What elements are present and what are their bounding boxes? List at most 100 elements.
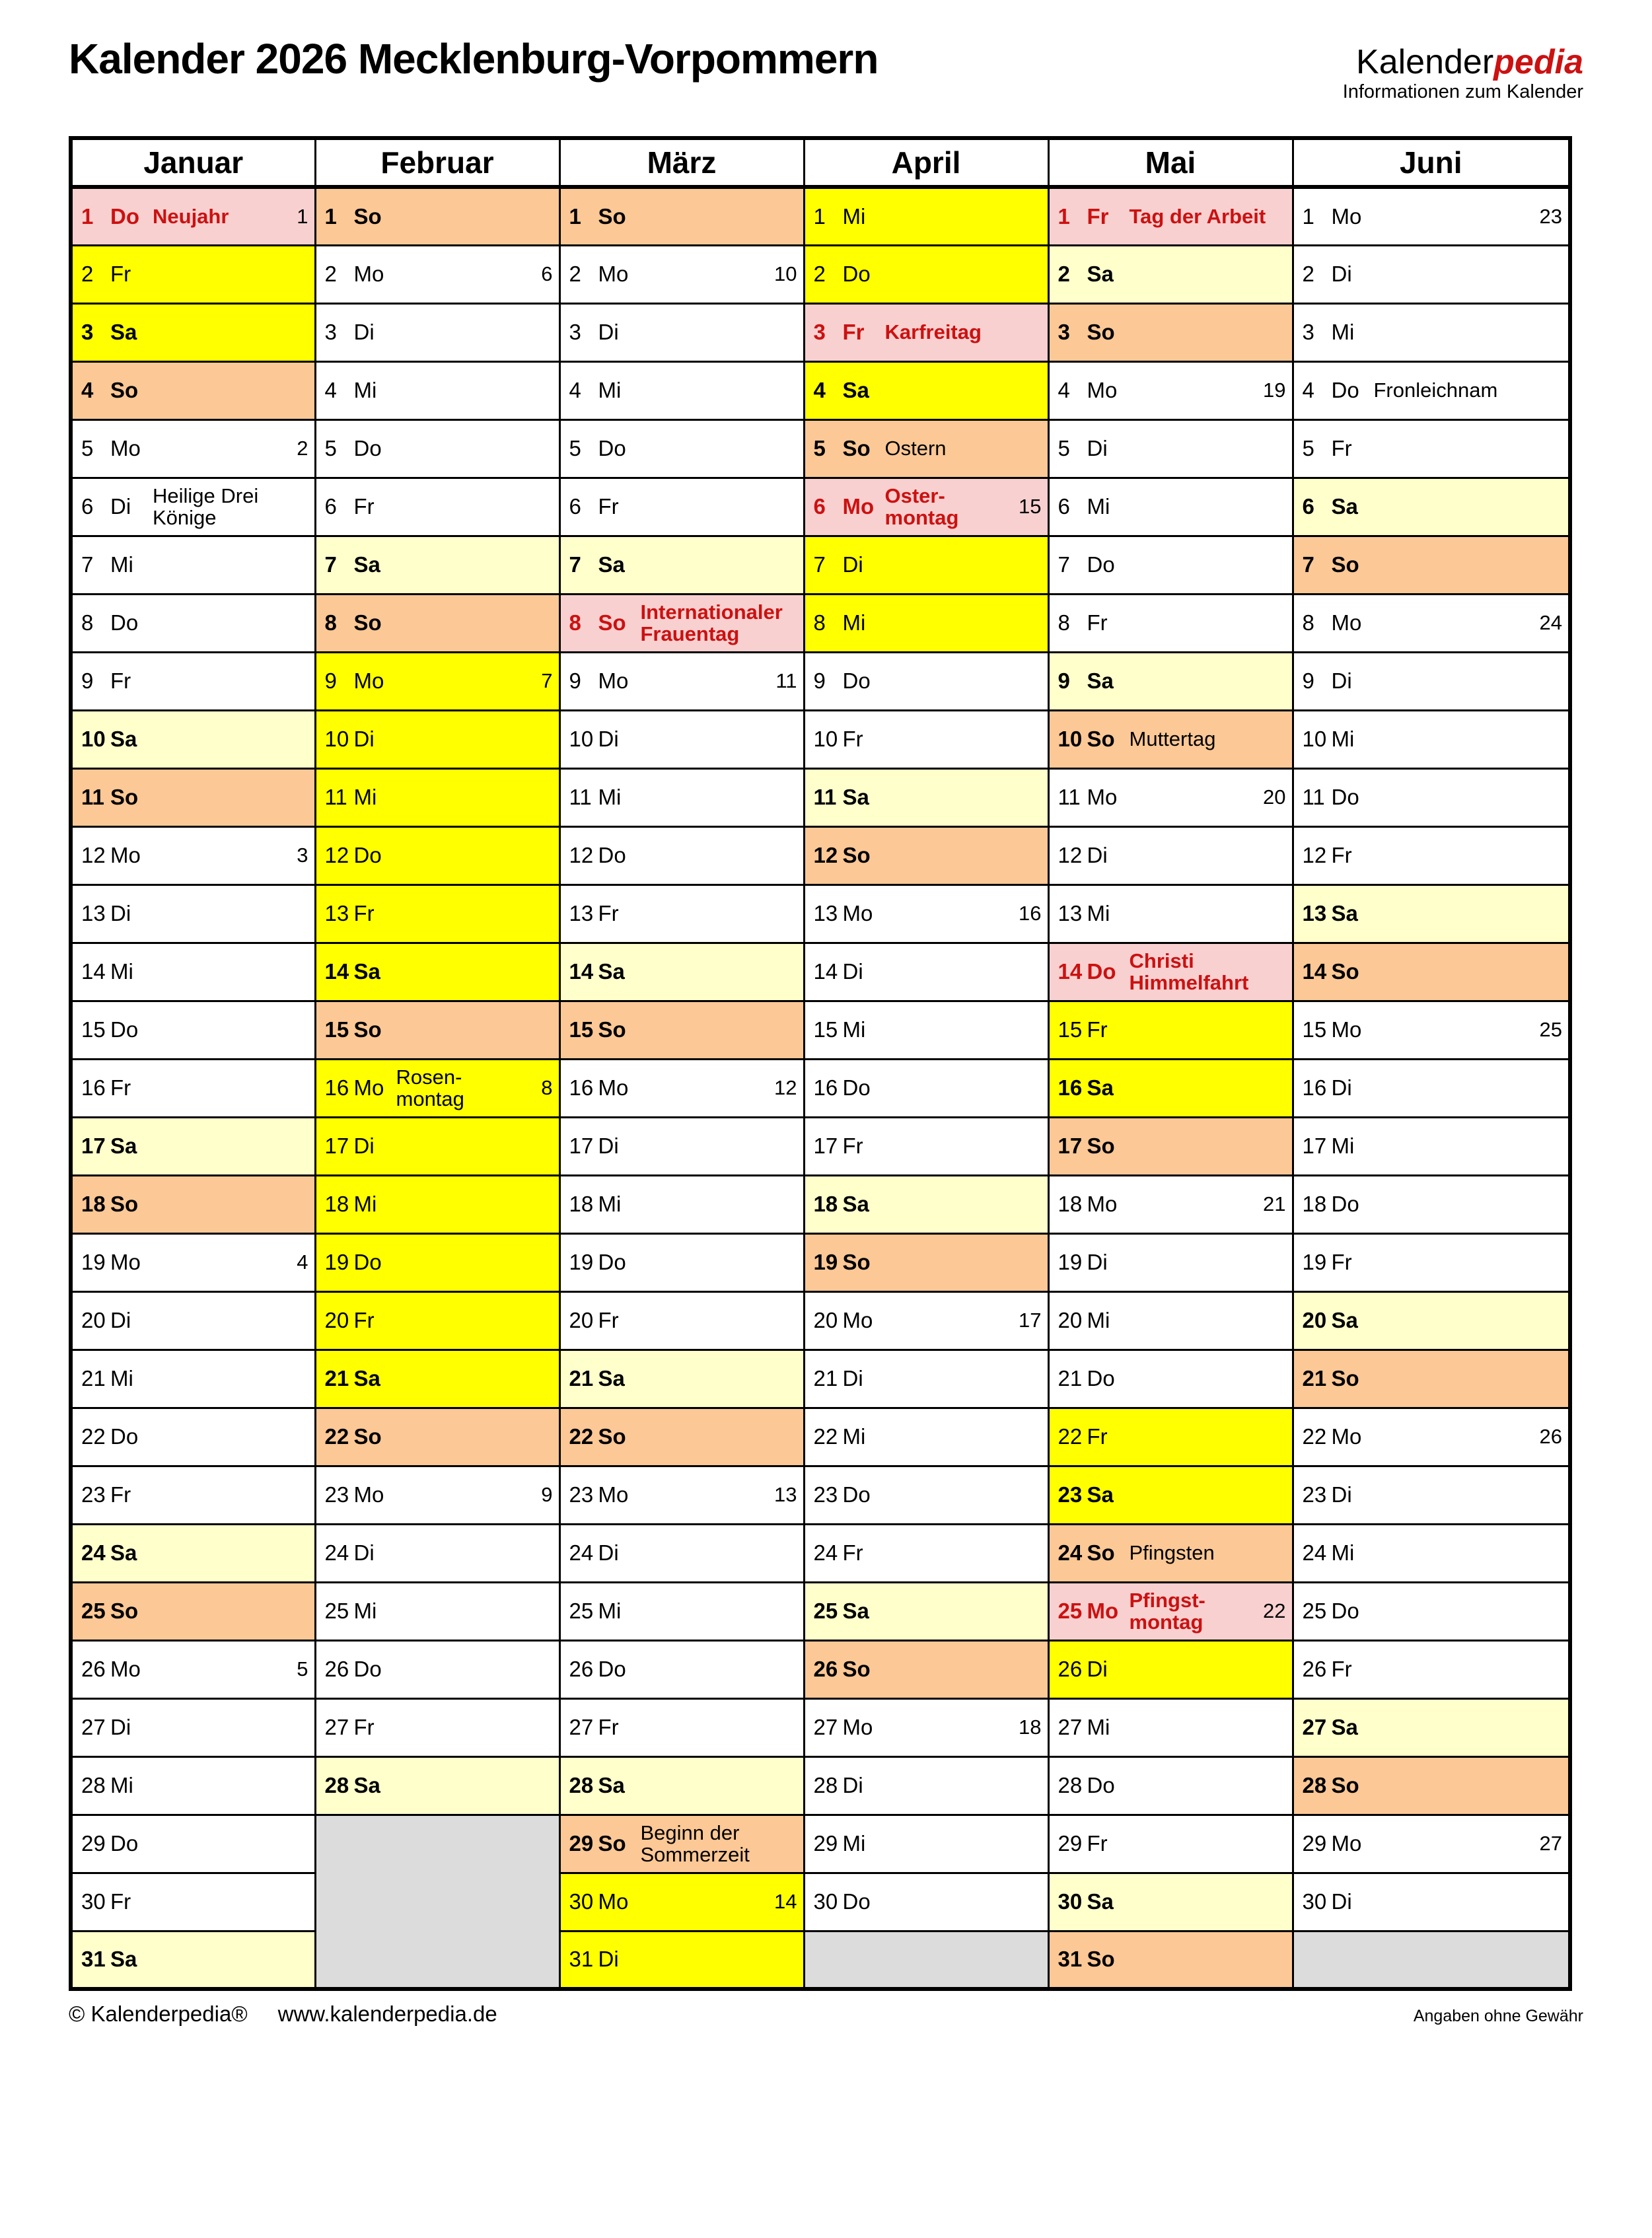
day-cell-mai-20: 20 Mi [1047,1290,1294,1350]
day-cell-januar-17: 17 Sa [69,1116,316,1175]
day-cell-märz-19: 19 Do [558,1232,805,1291]
day-number: 4 [1058,378,1070,402]
weekday-label: Fr [353,901,375,925]
weekday-label: Mi [1087,901,1110,925]
weekday-label: Fr [842,727,863,751]
weekday-label: Mi [353,378,377,402]
day-number: 20 [813,1308,838,1332]
week-number: 6 [541,262,553,285]
weekday-label: Mi [842,1017,866,1042]
day-number: 31 [569,1947,594,1972]
day-cell-juni-21: 21 So [1291,1348,1571,1408]
day-cell-juni-6: 6 Sa [1291,476,1571,536]
day-number: 8 [81,610,94,635]
weekday-label: Fr [110,668,131,693]
day-cell-januar-6: 6 Di Heilige Drei Könige [69,476,316,536]
day-cell-märz-11: 11 Mi [558,767,805,826]
day-cell-juni-24: 24 Mi [1291,1523,1571,1582]
weekday-label: Do [353,843,382,867]
day-cell-januar-13: 13 Di [69,883,316,943]
weekday-label: Di [598,727,619,751]
weekday-label: Mi [1331,727,1355,751]
weekday-label: Fr [842,1540,863,1565]
day-cell-märz-7: 7 Sa [558,534,805,594]
day-cell-märz-6: 6 Fr [558,476,805,536]
day-number: 18 [1058,1192,1083,1216]
day-cell-juni-20: 20 Sa [1291,1290,1571,1350]
week-number: 14 [774,1890,797,1913]
day-number: 27 [569,1715,594,1739]
day-cell-april-10: 10 Fr [803,709,1050,768]
weekday-label: Di [1331,1075,1352,1100]
day-cell-januar-7: 7 Mi [69,534,316,594]
day-cell-april-19: 19 So [803,1232,1050,1291]
week-number: 24 [1539,611,1562,634]
week-number: 27 [1539,1832,1562,1855]
weekday-label: Mi [110,1773,133,1797]
footer-url[interactable]: www.kalenderpedia.de [277,2002,497,2026]
calendar-page: Kalender 2026 Mecklenburg-Vorpommern Kal… [0,36,1652,2238]
day-cell-januar-1: 1 Do Neujahr 1 [69,186,316,245]
calendar-row-28: 28 Mi 28 Sa 28 Sa 28 Di 28 Do 28 So [69,1755,1571,1815]
day-number: 1 [813,203,826,229]
calendar-row-25: 25 So 25 Mi 25 Mi 25 Sa 25 Mo Pfingst-montag 22 25 Do [69,1581,1571,1640]
day-cell-juni-13: 13 Sa [1291,883,1571,943]
weekday-label: So [598,203,626,229]
weekday-label: Mi [1087,1715,1110,1739]
weekday-label: Mi [353,785,377,809]
day-number: 8 [1302,610,1314,635]
day-cell-januar-8: 8 Do [69,593,316,652]
weekday-label: Di [353,1540,375,1565]
calendar-row-7: 7 Mi 7 Sa 7 Sa 7 Di 7 Do 7 So [69,534,1571,594]
weekday-label: So [353,1017,382,1042]
day-cell-mai-12: 12 Di [1047,825,1294,884]
week-number: 19 [1263,379,1286,402]
weekday-label: Do [110,1831,139,1856]
day-number: 4 [813,378,826,402]
week-number: 2 [297,437,308,460]
calendar-row-20: 20 Di 20 Fr 20 Fr 20 Mo 17 20 Mi 20 Sa [69,1290,1571,1350]
calendar-table: Januar Februar März April Mai Juni 1 Do Neujahr… [69,136,1572,1991]
calendar-row-12: 12 Mo 3 12 Do 12 Do 12 So 12 Di 12 Fr [69,825,1571,884]
kalenderpedia-logo[interactable]: Kalenderpedia Informationen zum Kalender [1343,37,1583,102]
weekday-label: Di [353,727,375,751]
day-number: 9 [569,668,581,693]
weekday-label: Mi [598,1192,622,1216]
day-cell-juni-17: 17 Mi [1291,1116,1571,1175]
weekday-label: Do [598,1250,626,1274]
day-number: 1 [324,203,337,229]
holiday-note: Christi Himmelfahrt [1129,949,1249,994]
day-number: 24 [569,1540,594,1565]
holiday-note: Oster-montag [884,484,959,529]
day-cell-mai-11: 11 Mo 20 [1047,767,1294,826]
weekday-label: Mi [1331,1540,1355,1565]
weekday-label: Sa [110,727,137,751]
day-number: 2 [813,262,826,286]
day-number: 2 [81,262,94,286]
weekday-label: Mi [842,1424,866,1449]
weekday-label: So [1087,1540,1115,1565]
weekday-label: Mo [842,1715,873,1739]
day-number: 17 [1058,1134,1083,1158]
holiday-note: Ostern [884,437,947,460]
calendar-row-18: 18 So 18 Mi 18 Mi 18 Sa 18 Mo 21 18 Do [69,1174,1571,1233]
day-number: 13 [813,901,838,925]
day-number: 8 [324,610,337,635]
weekday-label: Di [1087,436,1108,460]
weekday-label: Do [1087,1366,1115,1390]
weekday-label: So [598,1424,626,1449]
day-cell-april-9: 9 Do [803,651,1050,710]
calendar-row-26: 26 Mo 5 26 Do 26 Do 26 So 26 Di 26 Fr [69,1639,1571,1698]
weekday-label: So [1331,552,1359,577]
calendar-row-29: 29 Do 29 So Beginn der Sommerzeit 29 Mi 29 Fr 29 Mo… [69,1813,1571,1873]
weekday-label: Do [353,1250,382,1274]
day-cell-mai-22: 22 Fr [1047,1406,1294,1466]
copyright-text: © Kalenderpedia® [69,2002,248,2026]
day-number: 21 [324,1366,349,1390]
empty-cell-februar-31 [314,1931,561,1989]
weekday-label: Fr [110,1889,131,1914]
day-cell-juni-15: 15 Mo 25 [1291,999,1571,1059]
day-number: 23 [324,1482,349,1507]
day-cell-februar-14: 14 Sa [314,941,561,1001]
weekday-label: Do [353,1657,382,1681]
